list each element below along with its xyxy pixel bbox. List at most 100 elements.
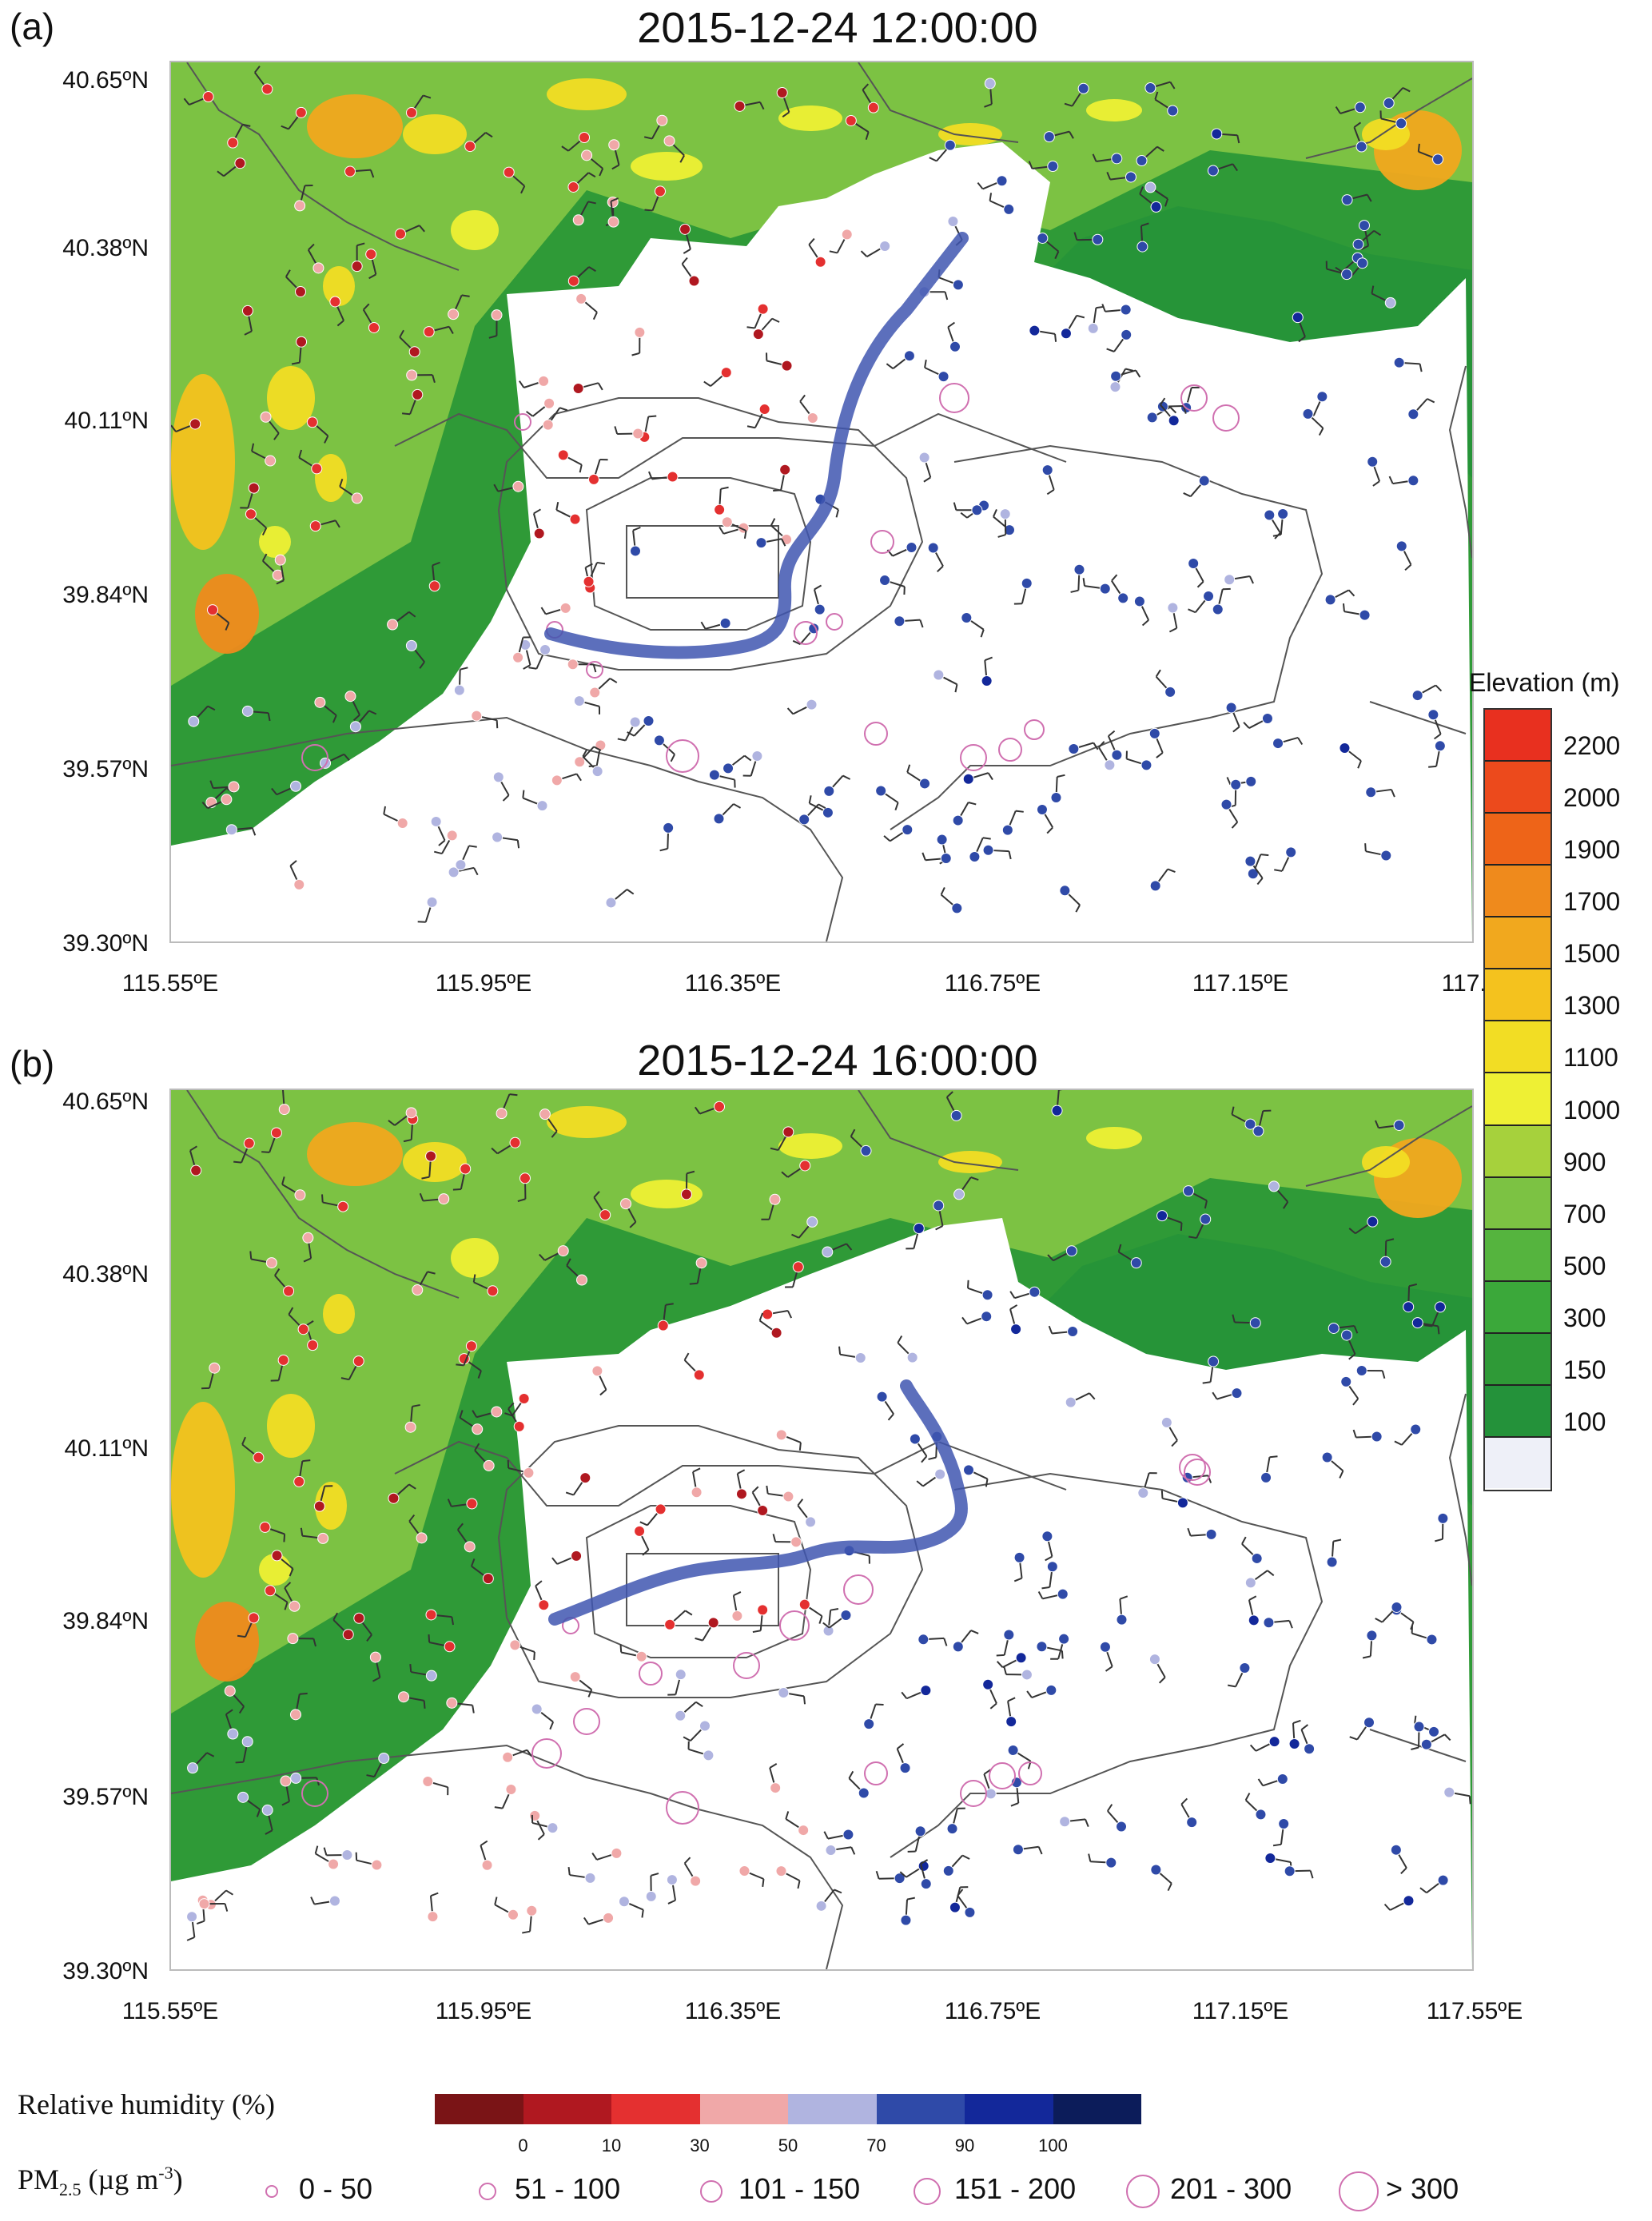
- weather-station: [535, 1580, 550, 1611]
- elevation-color-segment: [1485, 1333, 1550, 1386]
- wind-barb-flag: [1408, 1283, 1418, 1288]
- weather-station: [723, 754, 752, 774]
- weather-station: [1160, 1416, 1178, 1447]
- weather-station: [659, 822, 675, 852]
- terrain-high: [171, 374, 235, 550]
- wind-barb-flag: [921, 1455, 928, 1463]
- wind-barb-flag: [419, 661, 425, 669]
- rh-station-dot: [297, 1323, 309, 1335]
- rh-station-dot: [408, 346, 420, 358]
- rh-station-dot: [248, 1612, 260, 1624]
- rh-station-dot: [1220, 798, 1232, 810]
- wind-barb-flag: [1003, 1666, 1007, 1675]
- weather-station: [1009, 1304, 1022, 1335]
- weather-station: [235, 1736, 253, 1764]
- wind-barb-flag: [494, 1806, 503, 1809]
- rh-station-dot: [961, 612, 973, 624]
- wind-barb-flag: [1232, 163, 1238, 172]
- pm25-circle: [1180, 384, 1208, 412]
- rh-station-dot: [657, 1319, 669, 1331]
- rh-tick-label: 100: [1038, 2135, 1068, 2155]
- rh-station-dot: [1341, 194, 1353, 206]
- rh-station-dot: [353, 1612, 365, 1624]
- rh-station-dot: [351, 261, 363, 273]
- weather-station: [1136, 222, 1149, 253]
- weather-station: [823, 1829, 854, 1841]
- weather-station: [1411, 1625, 1438, 1646]
- weather-station: [1284, 1865, 1314, 1879]
- rh-station-dot: [620, 1198, 632, 1210]
- rh-station-dot: [693, 1369, 705, 1381]
- rh-station-dot: [575, 293, 587, 304]
- weather-station: [522, 790, 548, 812]
- rh-station-dot: [1252, 1125, 1264, 1137]
- rh-station-dot: [491, 1406, 503, 1418]
- rh-station-dot: [1212, 603, 1224, 615]
- wind-barb-flag: [1075, 904, 1081, 913]
- wind-barb-flag: [1435, 1538, 1443, 1542]
- wind-barb-flag: [509, 1093, 518, 1097]
- weather-station: [700, 617, 731, 630]
- weather-station: [458, 1353, 482, 1379]
- lat-label: 40.11ºN: [64, 408, 149, 434]
- weather-station: [365, 249, 377, 280]
- rh-station-dot: [406, 369, 418, 381]
- wind-barb-flag: [1188, 1236, 1197, 1240]
- rh-station-dot: [591, 766, 603, 778]
- admin-boundary: [1305, 1105, 1472, 1187]
- wind-barb-flag: [781, 1171, 789, 1178]
- admin-boundary: [186, 1090, 460, 1299]
- weather-station: [285, 269, 307, 297]
- rh-station-dot: [591, 1365, 603, 1377]
- weather-station: [369, 1651, 381, 1682]
- rh-station-dot: [446, 1697, 458, 1709]
- rh-station-dot: [611, 1847, 623, 1859]
- weather-station: [471, 710, 499, 729]
- weather-station: [507, 1459, 535, 1479]
- wind-barb-flag: [733, 1591, 742, 1597]
- weather-station: [271, 1550, 294, 1577]
- weather-station: [488, 309, 503, 339]
- rh-station-dot: [529, 1809, 541, 1821]
- wind-barb-flag: [528, 667, 537, 670]
- rh-station-dot: [1292, 312, 1304, 324]
- weather-station: [627, 714, 655, 737]
- rh-color-segment: [788, 2094, 877, 2124]
- lat-label: 40.11ºN: [64, 1435, 149, 1462]
- rh-station-dot: [519, 1172, 531, 1184]
- wind-barb-flag: [306, 1320, 314, 1327]
- wind-barb-flag: [356, 242, 365, 247]
- weather-station: [1001, 810, 1024, 836]
- wind-barb-flag: [579, 464, 583, 473]
- rh-station-dot: [1230, 778, 1242, 790]
- rh-tick-label: 90: [954, 2135, 975, 2155]
- rh-station-dot: [919, 778, 931, 790]
- rh-station-dot: [822, 1625, 834, 1637]
- weather-station: [1367, 456, 1380, 487]
- rh-station-dot: [533, 527, 545, 539]
- pm25-circle: [864, 722, 888, 746]
- rh-station-dot: [1371, 1431, 1383, 1443]
- rh-station-dot: [1105, 1857, 1117, 1869]
- rh-color-segment: [699, 2094, 788, 2124]
- weather-station: [1149, 868, 1176, 892]
- rh-station-dot: [209, 1362, 221, 1374]
- rh-station-dot: [426, 896, 438, 908]
- rh-station-dot: [781, 360, 793, 372]
- wind-barb-flag: [686, 1170, 695, 1175]
- rh-station-dot: [1111, 153, 1123, 165]
- wind-barb-flag: [766, 1485, 769, 1495]
- wind-barb-flag: [526, 1749, 533, 1757]
- rh-station-dot: [656, 114, 668, 126]
- weather-station: [694, 1101, 726, 1115]
- pm25-size-circle: [1126, 2175, 1160, 2208]
- wind-barb-flag: [1106, 348, 1115, 352]
- pm25-circle: [1212, 404, 1240, 432]
- pm25-circle: [733, 1652, 760, 1679]
- weather-station: [933, 1200, 945, 1231]
- wind-barb-flag: [402, 412, 411, 416]
- rh-station-dot: [1367, 1216, 1379, 1228]
- rh-station-dot: [721, 516, 733, 528]
- wind-barb-flag: [587, 172, 596, 178]
- pm25-circle: [514, 413, 531, 431]
